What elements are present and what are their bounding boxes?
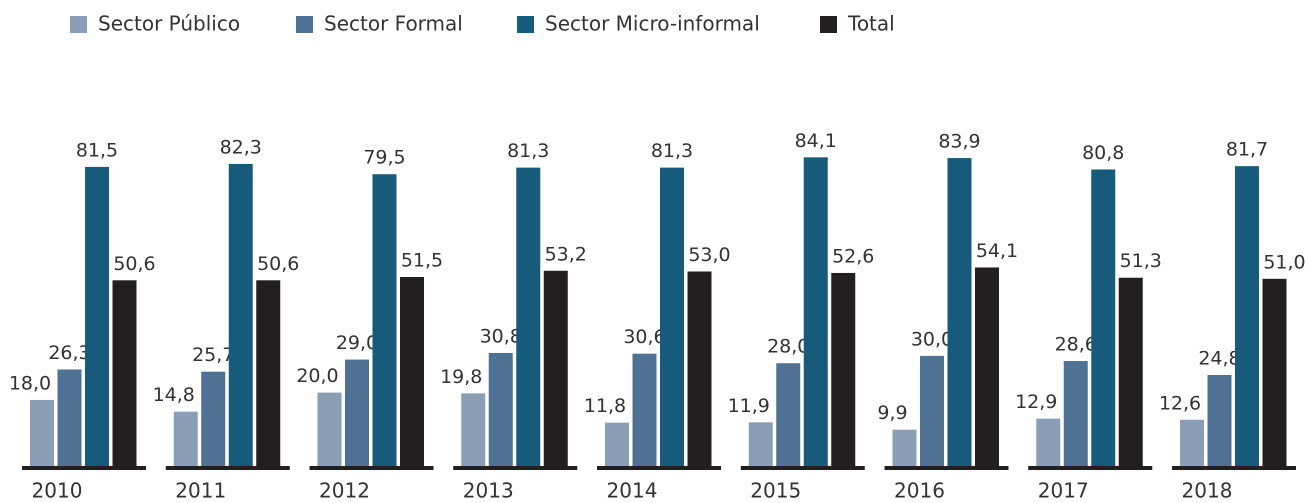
value-label: 28,0	[767, 336, 809, 358]
bar	[920, 355, 944, 466]
bar	[1118, 277, 1143, 466]
baseline	[453, 466, 578, 470]
bar	[256, 280, 281, 466]
bar	[1262, 278, 1287, 466]
bar	[1235, 166, 1259, 466]
value-label: 30,6	[623, 326, 665, 348]
baseline	[740, 466, 865, 470]
bar	[1180, 419, 1204, 466]
value-label: 81,7	[1226, 139, 1268, 161]
bar	[1207, 374, 1232, 466]
baseline	[1028, 466, 1153, 470]
legend-label: Total	[847, 12, 895, 36]
legend-label: Sector Formal	[324, 12, 463, 36]
value-label: 80,8	[1082, 142, 1124, 164]
x-tick-label: 2018	[1182, 479, 1233, 503]
value-label: 30,8	[480, 325, 522, 347]
value-label: 20,0	[296, 365, 338, 387]
legend-swatch	[296, 16, 313, 33]
baseline	[884, 466, 1009, 470]
value-label: 81,3	[507, 140, 549, 162]
bar	[892, 429, 917, 466]
bar	[85, 166, 109, 466]
bar	[975, 267, 999, 466]
legend-swatch	[820, 16, 837, 33]
baseline	[165, 466, 290, 470]
value-label: 12,9	[1015, 391, 1057, 413]
value-label: 25,7	[192, 344, 234, 366]
value-label: 53,0	[688, 244, 730, 266]
bar	[228, 163, 253, 467]
value-label: 29,0	[336, 332, 378, 354]
bar	[632, 353, 657, 466]
value-label: 81,5	[76, 139, 118, 161]
value-label: 19,8	[440, 366, 482, 388]
value-label: 53,2	[545, 243, 587, 265]
legend-swatch	[70, 16, 87, 33]
bar	[776, 363, 801, 466]
bar	[1091, 169, 1116, 467]
value-label: 30,0	[911, 328, 953, 350]
value-label: 18,0	[9, 372, 51, 394]
baseline	[1172, 466, 1296, 470]
x-tick-label: 2012	[319, 479, 370, 503]
bar	[543, 270, 568, 466]
x-tick-label: 2014	[607, 479, 658, 503]
bar	[748, 422, 773, 466]
value-label: 52,6	[832, 245, 874, 267]
x-tick-label: 2017	[1038, 479, 1089, 503]
bar	[461, 393, 486, 466]
bar	[803, 157, 828, 466]
value-label: 11,9	[728, 395, 770, 417]
value-label: 82,3	[220, 136, 262, 158]
bar	[112, 280, 137, 466]
x-tick-label: 2010	[32, 479, 83, 503]
bar	[516, 167, 541, 466]
value-label: 11,8	[584, 395, 626, 417]
bar	[831, 272, 856, 466]
legend-swatch	[517, 16, 534, 33]
value-label: 24,8	[1198, 347, 1240, 369]
bar	[1036, 418, 1061, 466]
value-label: 50,6	[257, 253, 299, 275]
value-label: 79,5	[363, 147, 405, 169]
value-label: 54,1	[976, 240, 1018, 262]
bar	[605, 422, 629, 466]
bar	[345, 359, 369, 466]
baseline	[597, 466, 721, 470]
value-label: 83,9	[938, 131, 980, 153]
baseline	[22, 466, 146, 470]
value-label: 51,0	[1263, 251, 1305, 273]
baseline	[309, 466, 434, 470]
legend-label: Sector Micro-informal	[545, 12, 760, 36]
bar	[57, 369, 82, 466]
bar	[660, 167, 684, 466]
value-label: 12,6	[1159, 392, 1201, 414]
bar	[317, 392, 342, 466]
bar	[30, 399, 54, 466]
bar	[1063, 361, 1088, 466]
bar	[400, 276, 424, 466]
bar	[372, 174, 397, 467]
value-label: 84,1	[795, 130, 837, 152]
value-label: 51,5	[401, 249, 443, 271]
bar	[201, 371, 226, 466]
bar	[173, 411, 198, 466]
bar	[687, 271, 712, 466]
x-tick-label: 2015	[750, 479, 801, 503]
legend-label: Sector Público	[98, 12, 240, 36]
value-label: 50,6	[113, 253, 155, 275]
value-label: 26,3	[48, 342, 90, 364]
value-label: 14,8	[153, 384, 195, 406]
x-tick-label: 2016	[894, 479, 945, 503]
value-label: 81,3	[651, 140, 693, 162]
value-label: 9,9	[877, 402, 907, 424]
bar	[947, 158, 972, 466]
bar	[488, 352, 513, 466]
value-label: 51,3	[1120, 250, 1162, 272]
x-tick-label: 2013	[463, 479, 514, 503]
x-tick-label: 2011	[175, 479, 226, 503]
value-label: 28,6	[1055, 334, 1097, 356]
